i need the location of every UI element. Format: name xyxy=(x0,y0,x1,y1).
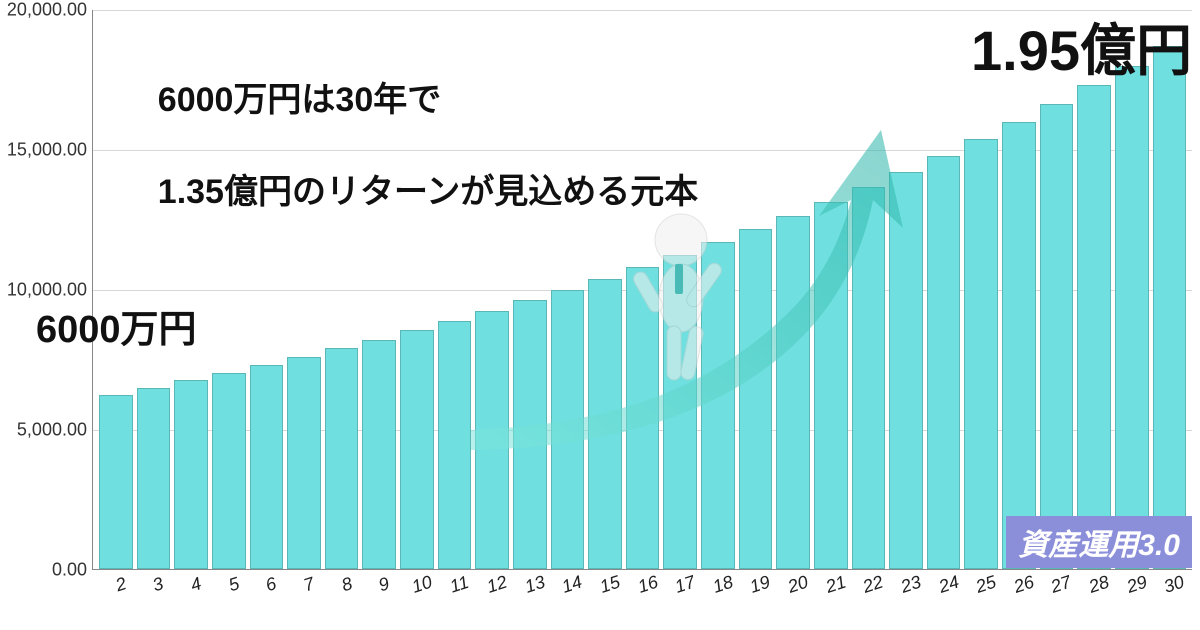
bar-slot: 19 xyxy=(739,10,773,569)
x-tick-label: 25 xyxy=(972,566,999,598)
x-tick-label: 16 xyxy=(633,566,660,598)
x-tick-label: 29 xyxy=(1122,566,1149,598)
final-value-callout: 1.95億円 xyxy=(971,6,1192,87)
bar xyxy=(513,300,547,569)
bar xyxy=(776,216,810,569)
bar xyxy=(588,279,622,569)
growth-bar-chart: 2345678910111213141516171819202122232425… xyxy=(0,0,1200,630)
bar-slot: 18 xyxy=(701,10,735,569)
x-tick-label: 10 xyxy=(407,566,434,598)
x-tick-label: 28 xyxy=(1085,566,1112,598)
bar-slot: 21 xyxy=(814,10,848,569)
bar xyxy=(287,357,321,569)
x-tick-label: 22 xyxy=(859,566,886,598)
bar xyxy=(475,311,509,569)
x-tick-label: 27 xyxy=(1047,566,1074,598)
bar xyxy=(250,365,284,569)
x-tick-label: 21 xyxy=(821,566,848,598)
bar xyxy=(1077,85,1111,569)
x-tick-label: 4 xyxy=(186,567,204,596)
bar-slot: 22 xyxy=(852,10,886,569)
start-value-callout: 6000万円 xyxy=(36,298,197,353)
x-tick-label: 15 xyxy=(595,566,622,598)
y-tick-label: 20,000.00 xyxy=(7,0,93,21)
bar xyxy=(964,139,998,569)
bar xyxy=(927,156,961,569)
bar-slot: 28 xyxy=(1077,10,1111,569)
bar xyxy=(438,321,472,569)
x-tick-label: 14 xyxy=(558,566,585,598)
bar-slot: 20 xyxy=(776,10,810,569)
bar xyxy=(212,373,246,569)
bar xyxy=(663,255,697,569)
y-tick-label: 15,000.00 xyxy=(7,140,93,161)
x-tick-label: 26 xyxy=(1009,566,1036,598)
bar xyxy=(325,348,359,569)
bar xyxy=(1115,66,1149,569)
y-tick-label: 0.00 xyxy=(52,560,93,581)
x-tick-label: 18 xyxy=(708,566,735,598)
x-tick-label: 17 xyxy=(671,566,698,598)
brand-tag: 資産運用3.0 xyxy=(1006,516,1192,568)
x-tick-label: 6 xyxy=(262,567,280,596)
bar xyxy=(1153,46,1187,569)
bar-slot: 25 xyxy=(964,10,998,569)
bar xyxy=(99,395,133,569)
x-tick-label: 20 xyxy=(784,566,811,598)
bar xyxy=(174,380,208,569)
bar xyxy=(551,290,585,569)
bar xyxy=(1040,104,1074,569)
bar-slot: 24 xyxy=(927,10,961,569)
bar xyxy=(1002,122,1036,569)
bar xyxy=(852,187,886,569)
bar-slot: 29 xyxy=(1115,10,1149,569)
bar xyxy=(739,229,773,569)
x-tick-label: 19 xyxy=(746,566,773,598)
bar xyxy=(814,202,848,569)
x-tick-label: 2 xyxy=(111,567,129,596)
bar xyxy=(701,242,735,569)
bar xyxy=(626,267,660,569)
title-line1: 6000万円は30年で xyxy=(158,81,441,119)
chart-title: 6000万円は30年で 1.35億円のリターンが見込める元本 xyxy=(120,32,698,261)
bar-slot: 26 xyxy=(1002,10,1036,569)
title-line2: 1.35億円のリターンが見込める元本 xyxy=(158,173,698,211)
x-tick-label: 8 xyxy=(337,567,355,596)
x-tick-label: 24 xyxy=(934,566,961,598)
x-tick-label: 7 xyxy=(299,567,317,596)
x-tick-label: 12 xyxy=(483,566,510,598)
x-tick-label: 23 xyxy=(896,566,923,598)
bar xyxy=(362,340,396,569)
x-tick-label: 11 xyxy=(446,566,472,597)
bar-slot: 23 xyxy=(889,10,923,569)
bar-slot: 30 xyxy=(1153,10,1187,569)
x-tick-label: 5 xyxy=(224,567,242,596)
bar-slot: 27 xyxy=(1040,10,1074,569)
bar xyxy=(889,172,923,569)
x-tick-label: 30 xyxy=(1160,566,1187,598)
x-tick-label: 9 xyxy=(374,567,392,596)
y-tick-label: 5,000.00 xyxy=(17,420,93,441)
x-tick-label: 13 xyxy=(520,566,547,598)
x-tick-label: 3 xyxy=(149,567,167,596)
bar xyxy=(400,330,434,569)
bar xyxy=(137,388,171,569)
